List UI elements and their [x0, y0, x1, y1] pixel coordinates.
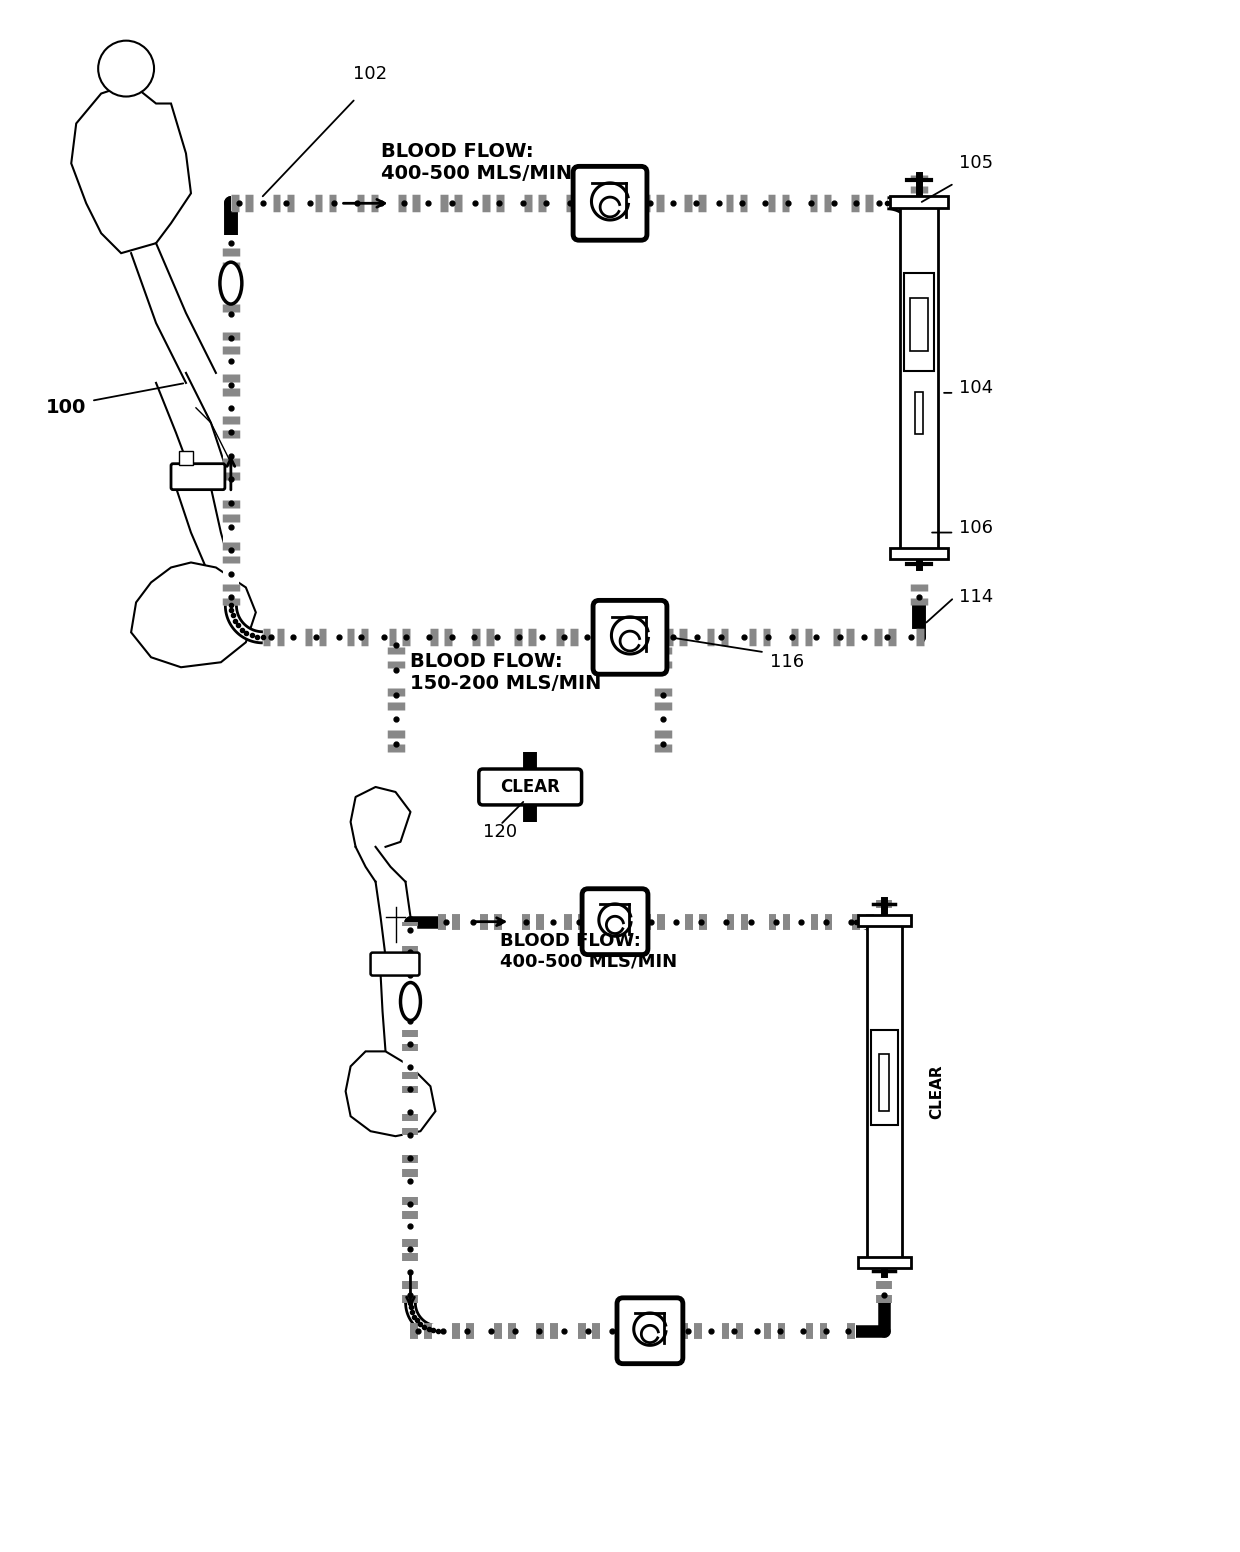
Bar: [890, 196, 949, 208]
Bar: [900, 203, 939, 553]
Bar: [867, 922, 901, 1260]
FancyBboxPatch shape: [371, 953, 419, 976]
Text: 105: 105: [960, 154, 993, 172]
Bar: [890, 548, 949, 559]
Bar: [904, 273, 934, 371]
Text: CLEAR: CLEAR: [500, 778, 560, 796]
Bar: [858, 1257, 911, 1268]
Circle shape: [98, 40, 154, 96]
FancyBboxPatch shape: [479, 768, 582, 805]
Ellipse shape: [401, 982, 420, 1021]
Bar: [879, 1054, 889, 1111]
Text: 114: 114: [960, 588, 993, 607]
Text: 106: 106: [960, 518, 993, 537]
Polygon shape: [346, 1051, 435, 1136]
Bar: [870, 1031, 898, 1125]
Text: BLOOD FLOW:
400-500 MLS/MIN: BLOOD FLOW: 400-500 MLS/MIN: [500, 931, 677, 970]
Ellipse shape: [219, 262, 242, 304]
FancyBboxPatch shape: [582, 889, 649, 954]
FancyBboxPatch shape: [171, 464, 224, 489]
FancyBboxPatch shape: [573, 166, 647, 241]
Text: CLEAR: CLEAR: [929, 1065, 945, 1119]
Bar: [910, 298, 929, 351]
FancyBboxPatch shape: [593, 601, 667, 674]
Text: 120: 120: [484, 823, 517, 841]
Bar: [915, 391, 924, 433]
Text: 104: 104: [960, 379, 993, 397]
Text: BLOOD FLOW:
150-200 MLS/MIN: BLOOD FLOW: 150-200 MLS/MIN: [410, 652, 601, 694]
Polygon shape: [131, 562, 255, 667]
FancyBboxPatch shape: [618, 1297, 683, 1364]
Bar: [179, 450, 193, 464]
Text: BLOOD FLOW:
400-500 MLS/MIN: BLOOD FLOW: 400-500 MLS/MIN: [381, 143, 572, 183]
Polygon shape: [71, 84, 191, 253]
Bar: [858, 914, 911, 925]
Text: 102: 102: [353, 65, 388, 82]
Text: 100: 100: [46, 397, 87, 417]
Text: 116: 116: [770, 653, 804, 672]
